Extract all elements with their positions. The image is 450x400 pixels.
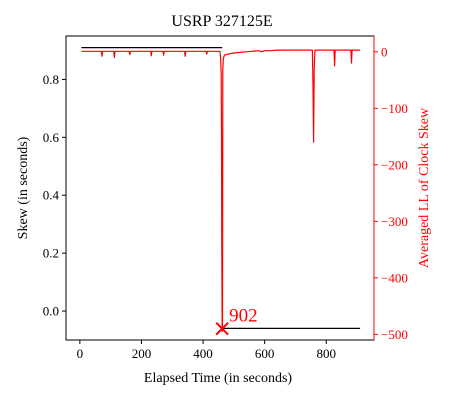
annotation-label: 902 <box>229 306 258 327</box>
x-tick-label: 600 <box>255 346 275 361</box>
y-left-tick-label: 0.0 <box>43 304 59 319</box>
x-axis: 0 200 400 600 800 <box>77 340 336 361</box>
y-right-tick-label: −100 <box>381 101 408 116</box>
x-tick-label: 0 <box>77 346 84 361</box>
y-axis-right: 0 −100 −200 −300 −400 −500 <box>373 36 408 342</box>
series-layer <box>81 46 361 333</box>
y-left-tick-label: 0.4 <box>43 188 60 203</box>
y-right-tick-label: −200 <box>381 157 408 172</box>
y-axis-left-label: Skew (in seconds) <box>16 136 31 239</box>
y-left-tick-label: 0.6 <box>43 130 60 145</box>
annotation-marker <box>215 321 229 336</box>
y-axis-left: 0.0 0.2 0.4 0.6 0.8 <box>43 72 66 319</box>
y-right-tick-label: −300 <box>381 214 408 229</box>
x-tick-label: 800 <box>317 346 337 361</box>
ll-series-line <box>81 49 361 333</box>
y-right-tick-label: −500 <box>381 327 408 342</box>
y-left-tick-label: 0.2 <box>43 246 59 261</box>
x-axis-label: Elapsed Time (in seconds) <box>144 371 292 386</box>
plot-area <box>65 35 375 341</box>
plot-frame <box>65 35 375 341</box>
x-tick-label: 200 <box>132 346 152 361</box>
y-axis-right-label: Averaged LL of Clock Skew <box>417 107 432 268</box>
y-right-tick-label: 0 <box>381 44 388 59</box>
annotation-layer: 902 <box>215 306 258 336</box>
y-right-tick-label: −400 <box>381 270 408 285</box>
chart-title: USRP 327125E <box>171 13 272 30</box>
y-left-tick-label: 0.8 <box>43 72 59 87</box>
x-tick-label: 400 <box>193 346 213 361</box>
